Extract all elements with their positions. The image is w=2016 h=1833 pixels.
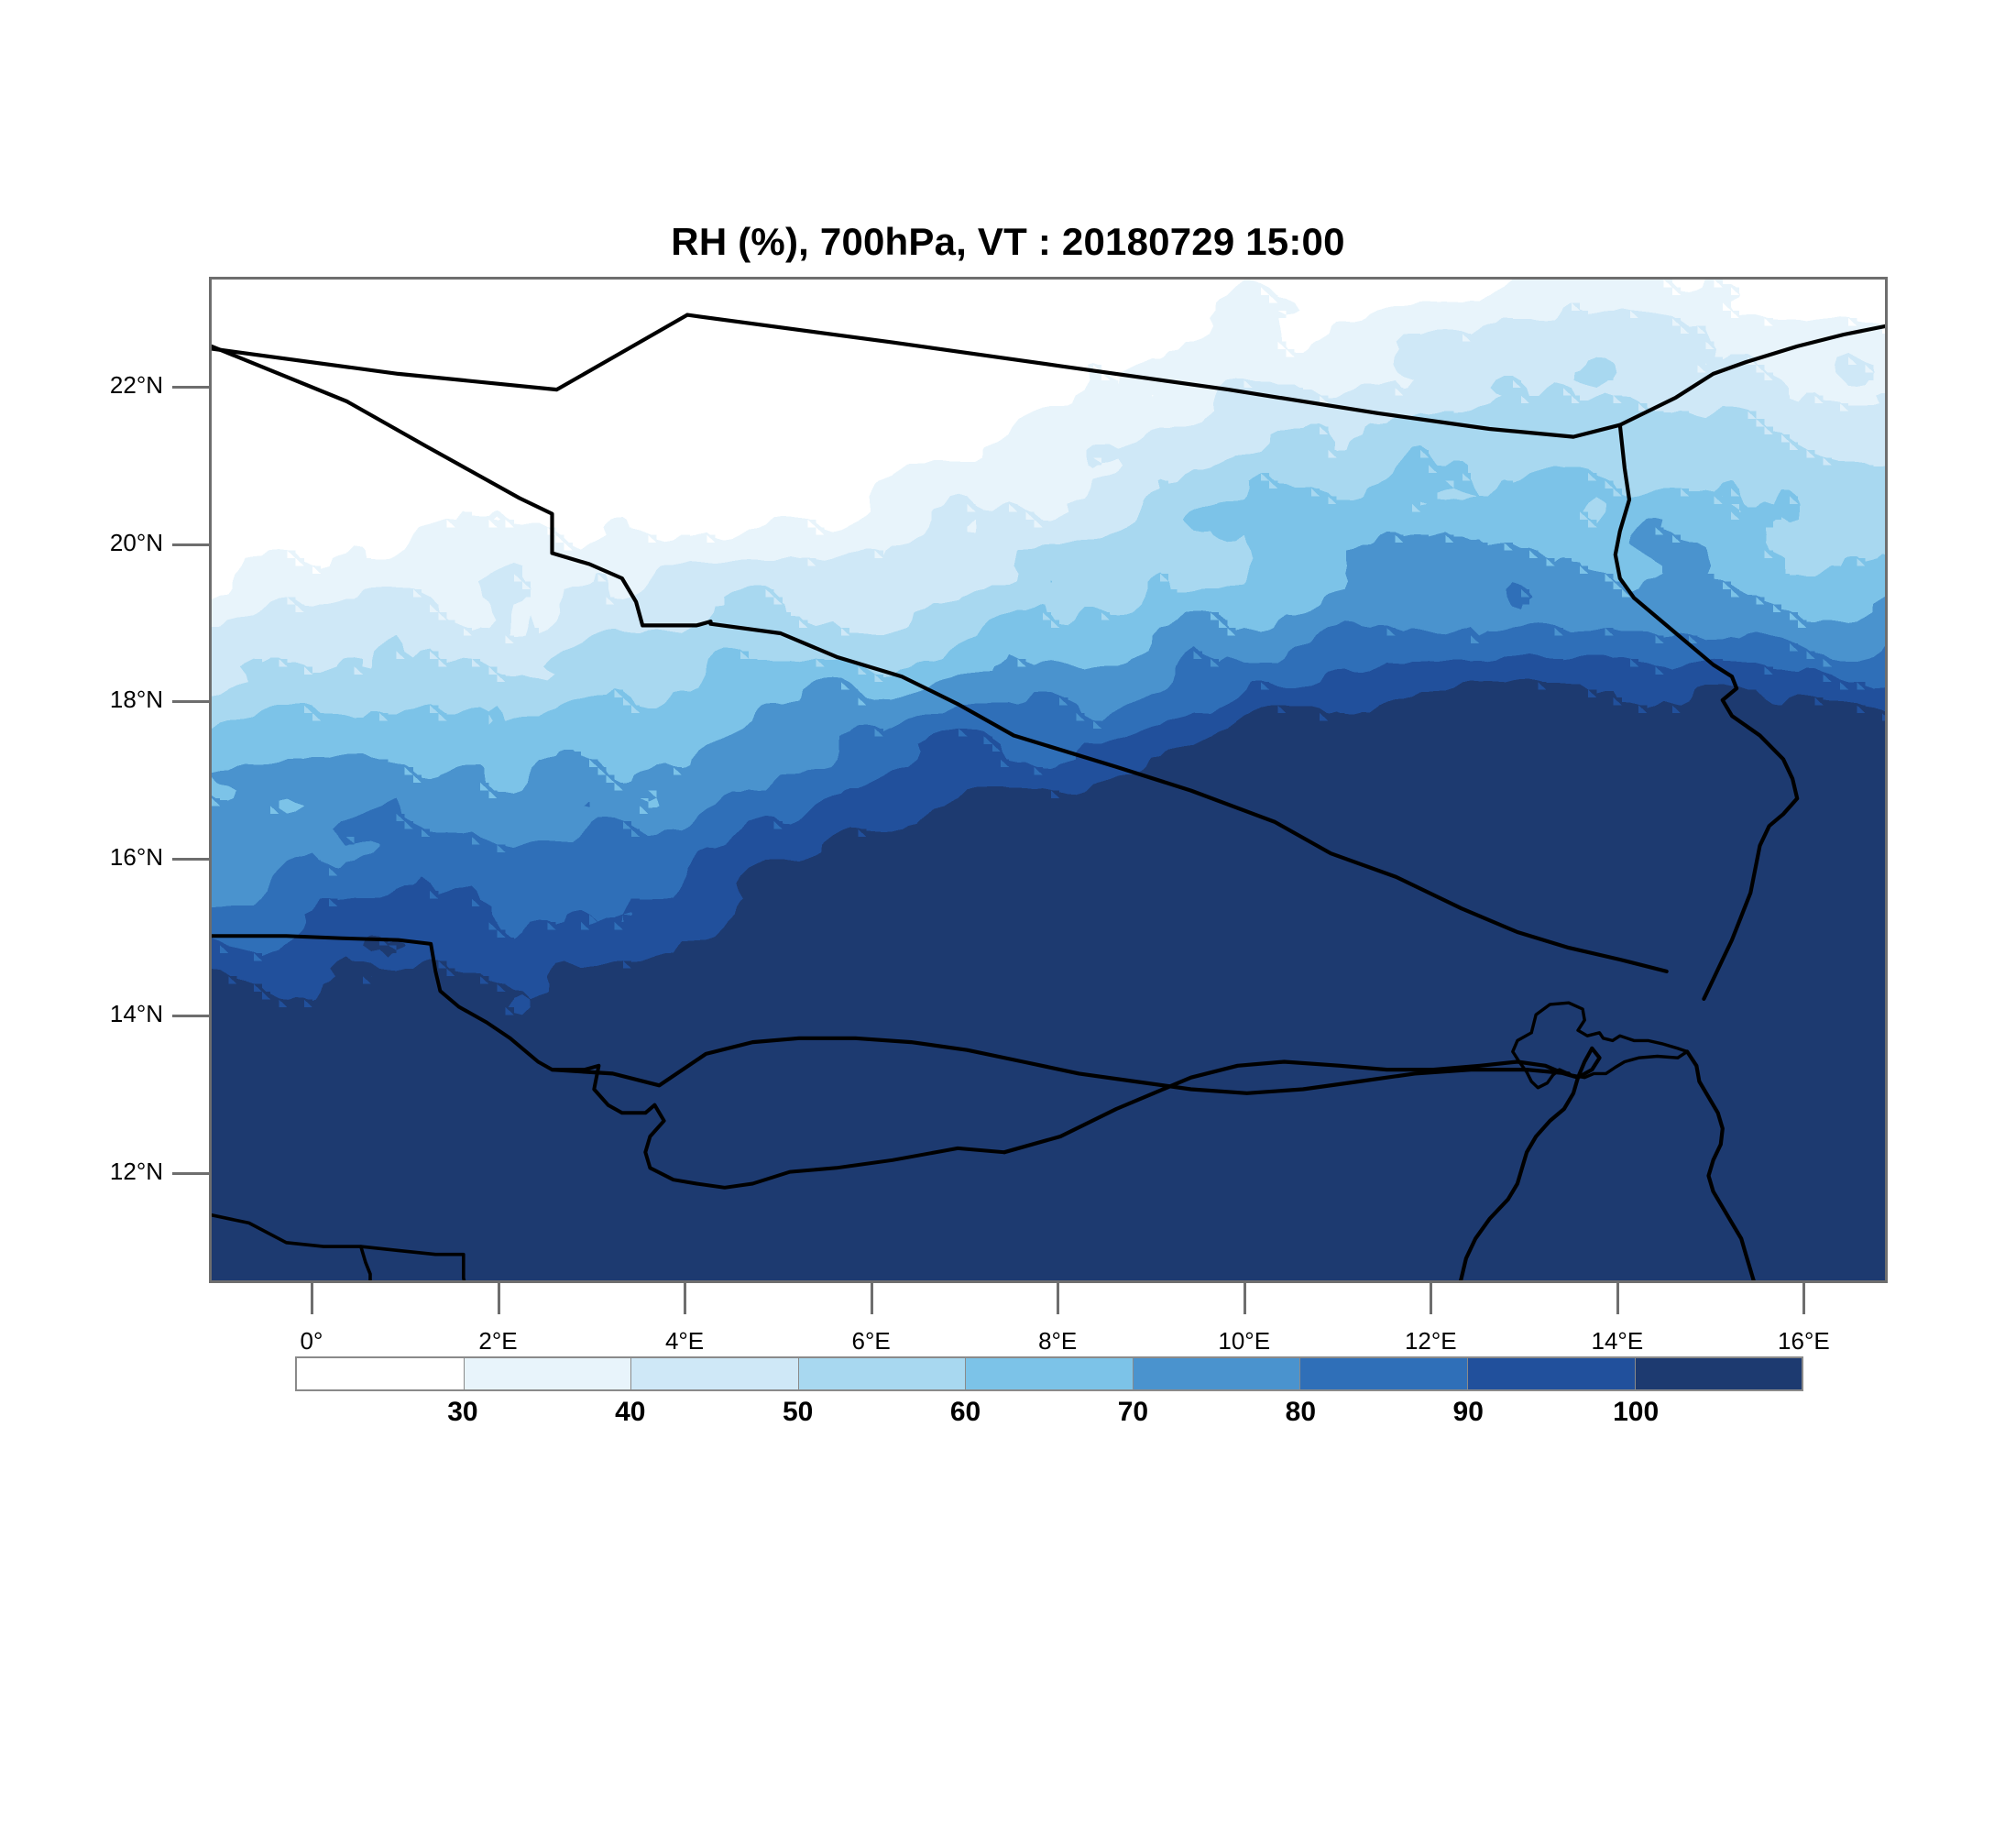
longitude-tick <box>1802 1283 1805 1314</box>
latitude-label: 22°N <box>62 371 163 400</box>
colorbar-segment-1[interactable] <box>465 1358 632 1389</box>
longitude-tick <box>1057 1283 1059 1314</box>
latitude-tick <box>172 543 209 546</box>
page-title: RH (%), 700hPa, VT : 20180729 15:00 <box>0 220 2016 264</box>
colorbar-segment-8[interactable] <box>1636 1358 1802 1389</box>
rh-contour-field <box>212 280 1885 1280</box>
colorbar-tick-label: 30 <box>447 1397 477 1428</box>
map-plot-area[interactable] <box>209 277 1888 1283</box>
latitude-tick <box>172 1015 209 1017</box>
longitude-tick <box>1616 1283 1619 1314</box>
longitude-tick <box>684 1283 686 1314</box>
colorbar-tick-label: 40 <box>615 1397 645 1428</box>
longitude-tick <box>498 1283 500 1314</box>
latitude-tick <box>172 858 209 861</box>
colorbar-tick-label: 70 <box>1118 1397 1148 1428</box>
latitude-label: 16°N <box>62 843 163 872</box>
longitude-tick <box>1244 1283 1246 1314</box>
colorbar-tick-label: 50 <box>783 1397 813 1428</box>
colorbar-tick-label: 80 <box>1286 1397 1316 1428</box>
latitude-label: 14°N <box>62 1000 163 1028</box>
colorbar-segment-7[interactable] <box>1468 1358 1636 1389</box>
colorbar-segment-0[interactable] <box>297 1358 465 1389</box>
longitude-tick <box>871 1283 873 1314</box>
colorbar-tick-label: 90 <box>1453 1397 1484 1428</box>
colorbar-segment-4[interactable] <box>966 1358 1134 1389</box>
colorbar-segment-3[interactable] <box>799 1358 967 1389</box>
longitude-label: 0° <box>238 1327 385 1356</box>
colorbar-tick-label: 100 <box>1613 1397 1659 1428</box>
longitude-label: 8°E <box>984 1327 1131 1356</box>
colorbar-segment-6[interactable] <box>1300 1358 1468 1389</box>
latitude-label: 20°N <box>62 529 163 557</box>
longitude-tick <box>1430 1283 1432 1314</box>
longitude-label: 4°E <box>611 1327 758 1356</box>
latitude-tick <box>172 700 209 703</box>
longitude-label: 2°E <box>425 1327 572 1356</box>
latitude-tick <box>172 1172 209 1175</box>
colorbar-tick-label: 60 <box>950 1397 981 1428</box>
longitude-label: 12°E <box>1357 1327 1504 1356</box>
latitude-label: 12°N <box>62 1158 163 1186</box>
longitude-label: 16°E <box>1730 1327 1877 1356</box>
latitude-label: 18°N <box>62 686 163 714</box>
colorbar-segment-2[interactable] <box>631 1358 799 1389</box>
colorbar[interactable] <box>295 1356 1803 1391</box>
longitude-label: 14°E <box>1544 1327 1691 1356</box>
longitude-label: 10°E <box>1171 1327 1318 1356</box>
latitude-tick <box>172 386 209 389</box>
longitude-label: 6°E <box>798 1327 945 1356</box>
longitude-tick <box>311 1283 313 1314</box>
colorbar-segment-5[interactable] <box>1134 1358 1301 1389</box>
